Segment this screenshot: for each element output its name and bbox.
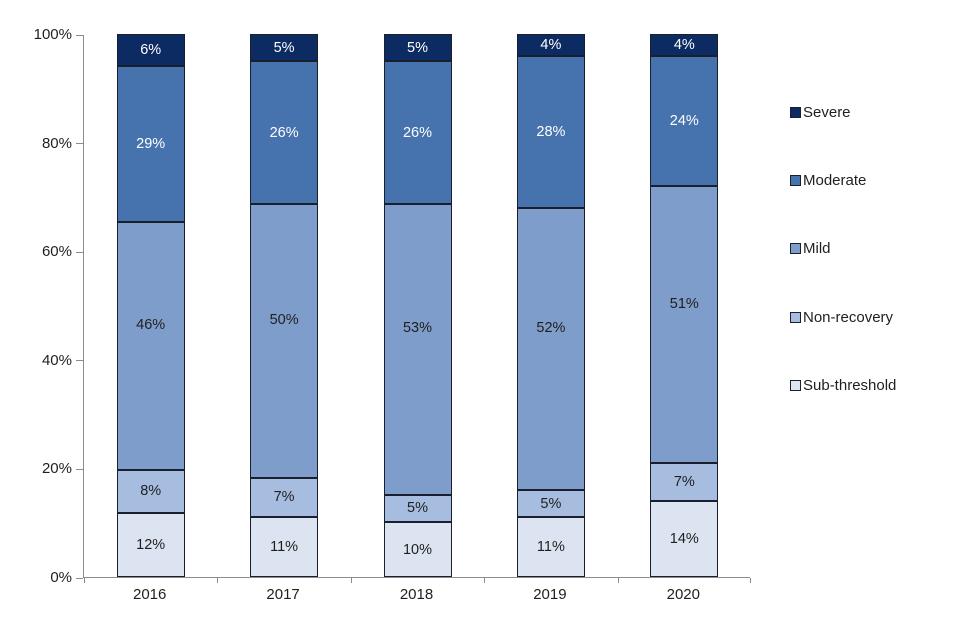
bar-segment-severe: 4% bbox=[650, 34, 719, 56]
legend-swatch-icon bbox=[790, 311, 801, 323]
bar-segment-mild: 46% bbox=[116, 222, 185, 470]
bar-segment-non-recovery: 7% bbox=[650, 462, 719, 501]
y-axis-tick-label: 40% bbox=[41, 351, 72, 369]
bar-segment-severe: 4% bbox=[516, 34, 585, 56]
legend-label: Moderate bbox=[803, 171, 867, 189]
legend-swatch-icon bbox=[790, 243, 801, 255]
segment-value-label: 26% bbox=[402, 124, 433, 141]
segment-value-label: 7% bbox=[673, 473, 695, 490]
x-axis-label-2020: 2020 bbox=[666, 586, 700, 603]
x-axis-label-2019: 2019 bbox=[533, 586, 567, 603]
bar-segment-severe: 6% bbox=[116, 34, 185, 67]
x-axis-label-2016: 2016 bbox=[133, 586, 167, 603]
bar-segment-mild: 53% bbox=[383, 204, 452, 495]
segment-value-label: 24% bbox=[669, 112, 699, 129]
x-axis-tick bbox=[750, 578, 751, 583]
segment-value-label: 8% bbox=[140, 483, 162, 499]
bar-segment-non-recovery: 8% bbox=[116, 469, 185, 513]
bar-segment-severe: 5% bbox=[383, 34, 452, 62]
x-axis-tick bbox=[484, 578, 486, 583]
x-axis-tick bbox=[350, 578, 352, 583]
segment-value-label: 6% bbox=[140, 42, 162, 59]
bar-segment-moderate: 26% bbox=[383, 61, 452, 205]
bar-segment-sub-threshold: 11% bbox=[516, 517, 585, 577]
bar-segment-sub-threshold: 14% bbox=[650, 500, 719, 577]
bar-segment-mild: 50% bbox=[250, 204, 319, 479]
y-axis-tick-label: 100% bbox=[33, 26, 72, 43]
segment-value-label: 14% bbox=[669, 530, 699, 547]
bar-segment-mild: 51% bbox=[650, 186, 719, 463]
segment-value-label: 50% bbox=[269, 312, 299, 329]
segment-value-label: 5% bbox=[273, 39, 295, 56]
x-axis-label-2018: 2018 bbox=[399, 586, 434, 603]
segment-value-label: 53% bbox=[402, 320, 433, 337]
bar-segment-non-recovery: 5% bbox=[516, 490, 585, 518]
legend-label: Non-recovery bbox=[803, 308, 894, 326]
bar-2016: 12% 8% 46% 29% 6% bbox=[116, 34, 185, 577]
legend-label: Severe bbox=[803, 103, 851, 121]
segment-value-label: 46% bbox=[136, 316, 166, 333]
bar-segment-moderate: 28% bbox=[516, 55, 585, 208]
legend-item-sub-threshold: Sub-threshold bbox=[790, 374, 896, 398]
segment-value-label: 7% bbox=[273, 489, 295, 506]
legend-swatch-icon bbox=[790, 380, 801, 392]
segment-value-label: 11% bbox=[270, 538, 299, 555]
legend-item-non-recovery: Non-recovery bbox=[790, 305, 893, 329]
bar-segment-non-recovery: 7% bbox=[250, 478, 319, 517]
segment-value-label: 5% bbox=[407, 39, 428, 56]
bar-segment-mild: 52% bbox=[516, 207, 585, 491]
y-axis-tick bbox=[76, 468, 83, 470]
y-axis-tick bbox=[76, 251, 83, 253]
segment-value-label: 52% bbox=[536, 319, 566, 336]
legend-item-severe: Severe bbox=[790, 100, 851, 124]
bar-segment-moderate: 26% bbox=[250, 61, 319, 205]
legend-label: Mild bbox=[803, 240, 831, 258]
y-axis-tick bbox=[76, 34, 83, 36]
y-axis-tick-label: 0% bbox=[50, 569, 72, 586]
bar-2019: 11% 5% 52% 28% 4% bbox=[516, 34, 585, 577]
x-axis-label-2017: 2017 bbox=[266, 586, 300, 603]
segment-value-label: 26% bbox=[269, 124, 299, 141]
bar-segment-moderate: 29% bbox=[116, 66, 185, 223]
segment-value-label: 5% bbox=[540, 495, 562, 512]
bar-segment-severe: 5% bbox=[250, 34, 319, 62]
x-axis-tick bbox=[217, 578, 219, 583]
plot-area: 12% 8% 46% 29% 6% 11% 7% 50% 26% 5% 10% 5% 53% 26% 5% 1… bbox=[76, 34, 751, 583]
segment-value-label: 10% bbox=[402, 541, 433, 558]
segment-value-label: 5% bbox=[407, 500, 428, 517]
bar-2018: 10% 5% 53% 26% 5% bbox=[383, 34, 452, 577]
y-axis-tick-label: 80% bbox=[41, 134, 72, 152]
segment-value-label: 51% bbox=[669, 295, 699, 312]
segment-value-label: 4% bbox=[673, 36, 695, 53]
segment-value-label: 4% bbox=[540, 36, 562, 53]
bar-segment-sub-threshold: 12% bbox=[116, 512, 185, 577]
y-axis-tick-label: 60% bbox=[41, 243, 72, 261]
x-axis-tick bbox=[617, 578, 619, 583]
y-axis-tick bbox=[76, 143, 83, 145]
y-axis-tick-label: 20% bbox=[41, 460, 72, 478]
segment-value-label: 11% bbox=[536, 539, 565, 556]
x-axis-tick bbox=[84, 578, 85, 583]
legend-label: Sub-threshold bbox=[803, 377, 897, 395]
bar-segment-sub-threshold: 11% bbox=[250, 516, 319, 577]
bar-2017: 11% 7% 50% 26% 5% bbox=[250, 34, 319, 577]
bar-2020: 14% 7% 51% 24% 4% bbox=[650, 34, 719, 577]
segment-value-label: 28% bbox=[536, 123, 566, 140]
legend-swatch-icon bbox=[790, 174, 801, 186]
legend-swatch-icon bbox=[790, 106, 801, 118]
bar-segment-moderate: 24% bbox=[650, 55, 719, 187]
y-axis-tick bbox=[76, 577, 83, 579]
bar-segment-sub-threshold: 10% bbox=[383, 522, 452, 577]
y-axis-tick bbox=[76, 360, 83, 362]
legend-item-moderate: Moderate bbox=[790, 168, 866, 192]
legend-item-mild: Mild bbox=[790, 237, 831, 261]
segment-value-label: 12% bbox=[136, 536, 166, 553]
segment-value-label: 29% bbox=[136, 136, 166, 153]
bar-segment-non-recovery: 5% bbox=[383, 494, 452, 523]
